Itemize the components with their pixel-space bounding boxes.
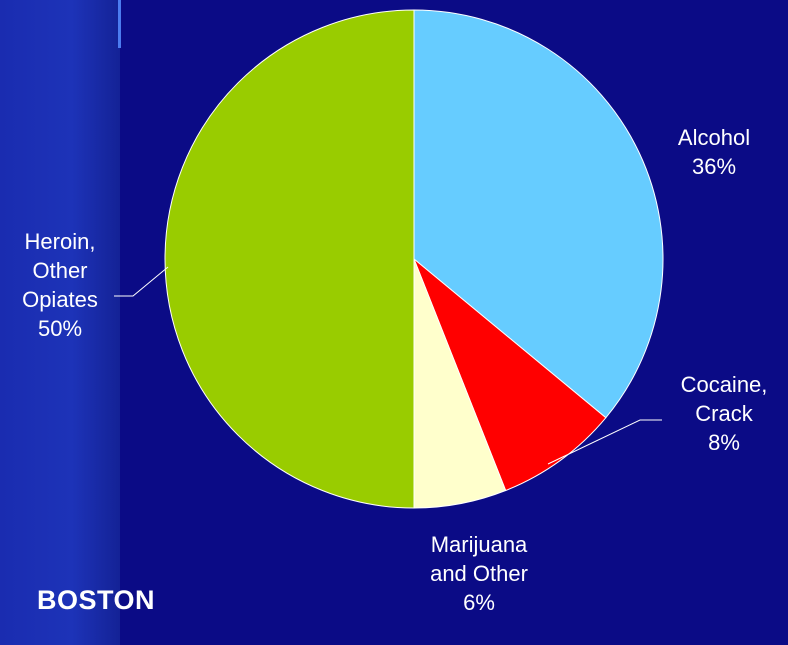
slice-label-marijuana: Marijuana and Other 6% [430, 532, 528, 615]
decorative-side-band [0, 0, 120, 645]
slice-label-alcohol: Alcohol 36% [677, 125, 751, 179]
pie-slice-cocaine [413, 258, 607, 492]
chart-title: BOSTON [37, 585, 156, 615]
leader-line-heroin [114, 266, 169, 297]
slice-label-heroin: Heroin, Other Opiates 50% [22, 229, 98, 341]
leader-line-cocaine [547, 419, 662, 465]
slice-label-cocaine: Cocaine, Crack 8% [680, 372, 768, 455]
decorative-accent-line [118, 0, 121, 48]
pie-slice-alcohol [413, 9, 664, 419]
pie-slice-heroin [164, 9, 415, 509]
